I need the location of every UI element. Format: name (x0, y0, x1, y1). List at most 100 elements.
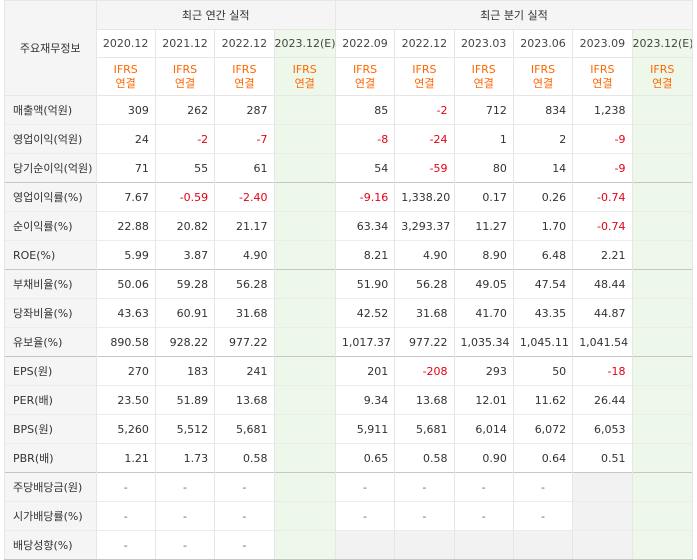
value-cell: 2 (512, 124, 574, 154)
value-cell (334, 530, 396, 560)
row-label: 유보율(%) (4, 327, 97, 357)
value-cell: 8.21 (334, 240, 396, 270)
basis-label-consolidated: 연결 (115, 76, 136, 90)
value-cell (631, 298, 694, 328)
basis-label-ifrs: IFRS (412, 62, 437, 76)
value-cell: 712 (453, 95, 514, 125)
value-cell: -18 (572, 356, 633, 386)
value-cell: 834 (512, 95, 574, 125)
value-cell (631, 124, 694, 154)
value-cell: 80 (453, 153, 514, 183)
value-cell: - (214, 530, 275, 560)
value-cell: 51.89 (154, 385, 216, 415)
value-cell: 5.99 (95, 240, 156, 270)
value-cell: 1,238 (572, 95, 633, 125)
value-cell: 287 (214, 95, 275, 125)
value-cell: - (214, 501, 275, 531)
value-cell: 24 (95, 124, 156, 154)
value-cell: 262 (154, 95, 216, 125)
quarter-basis-5: IFRS 연결 (631, 57, 694, 96)
quarter-basis-4: IFRS 연결 (572, 57, 633, 96)
value-cell: - (95, 472, 156, 502)
value-cell (273, 472, 336, 502)
value-cell (572, 501, 633, 531)
table-row: PER(배) 23.50 51.89 13.68 9.34 13.68 12.01 11.62… (4, 385, 694, 415)
value-cell: -0.59 (154, 182, 216, 212)
row-label: 주당배당금(원) (4, 472, 97, 502)
value-cell: 43.63 (95, 298, 156, 328)
value-cell: 1.70 (512, 211, 574, 241)
table-row: 순이익률(%) 22.88 20.82 21.17 63.34 3,293.37 11.27… (4, 211, 694, 241)
row-label: PBR(배) (4, 443, 97, 473)
value-cell: 928.22 (154, 327, 216, 357)
value-cell (273, 298, 336, 328)
annual-basis-2: IFRS 연결 (214, 57, 275, 96)
row-header-label: 주요재무정보 (4, 0, 97, 96)
value-cell: -2.40 (214, 182, 275, 212)
row-label: EPS(원) (4, 356, 97, 386)
value-cell: 6,053 (572, 414, 633, 444)
value-cell: 309 (95, 95, 156, 125)
value-cell (394, 530, 455, 560)
value-cell: 0.90 (453, 443, 514, 473)
basis-label-consolidated: 연결 (354, 76, 376, 90)
value-cell: - (394, 472, 455, 502)
value-cell: 6,072 (512, 414, 574, 444)
annual-period-2: 2022.12 (214, 29, 275, 58)
value-cell (273, 153, 336, 183)
quarter-period-0: 2022.09 (334, 29, 396, 58)
value-cell: 7.67 (95, 182, 156, 212)
value-cell: 50 (512, 356, 574, 386)
annual-group-header: 최근 연간 실적 (95, 0, 336, 30)
basis-label-ifrs: IFRS (172, 62, 198, 76)
value-cell: 0.64 (512, 443, 574, 473)
quarter-period-5: 2023.12(E) (631, 29, 694, 58)
table-row: 시가배당률(%) - - - - - - - (4, 501, 694, 531)
value-cell (572, 472, 633, 502)
value-cell: 5,260 (95, 414, 156, 444)
value-cell: -0.74 (572, 182, 633, 212)
basis-label-consolidated: 연결 (174, 76, 196, 90)
value-cell: -2 (154, 124, 216, 154)
value-cell: 85 (334, 95, 396, 125)
basis-label-ifrs: IFRS (352, 62, 378, 76)
basis-label-consolidated: 연결 (532, 76, 554, 90)
financial-rows: 매출액(억원) 309 262 287 85 -2 712 834 1,238 영업이익(억원) 2… (4, 95, 694, 560)
quarter-period-4: 2023.09 (572, 29, 633, 58)
value-cell (453, 530, 514, 560)
basis-label-consolidated: 연결 (592, 76, 613, 90)
value-cell: 4.90 (394, 240, 455, 270)
value-cell: 12.01 (453, 385, 514, 415)
value-cell (572, 530, 633, 560)
value-cell: 48.44 (572, 269, 633, 299)
value-cell (631, 472, 694, 502)
value-cell: 56.28 (214, 269, 275, 299)
value-cell: 63.34 (334, 211, 396, 241)
value-cell: 54 (334, 153, 396, 183)
value-cell: - (95, 501, 156, 531)
quarter-period-2: 2023.03 (453, 29, 514, 58)
value-cell: 13.68 (214, 385, 275, 415)
value-cell: -9.16 (334, 182, 396, 212)
value-cell: 60.91 (154, 298, 216, 328)
value-cell (273, 211, 336, 241)
value-cell: -9 (572, 153, 633, 183)
value-cell: 0.58 (214, 443, 275, 473)
table-row: ROE(%) 5.99 3.87 4.90 8.21 4.90 8.90 6.48 2.21 (4, 240, 694, 270)
table-row: 배당성향(%) - - - (4, 530, 694, 560)
basis-label-ifrs: IFRS (292, 62, 317, 76)
table-row: 매출액(억원) 309 262 287 85 -2 712 834 1,238 (4, 95, 694, 125)
value-cell: 13.68 (394, 385, 455, 415)
value-cell: 42.52 (334, 298, 396, 328)
basis-label-ifrs: IFRS (113, 62, 138, 76)
value-cell: 49.05 (453, 269, 514, 299)
value-cell: 59.28 (154, 269, 216, 299)
value-cell (273, 530, 336, 560)
row-label: 영업이익(억원) (4, 124, 97, 154)
table-row: 당기순이익(억원) 71 55 61 54 -59 80 14 -9 (4, 153, 694, 183)
basis-label-consolidated: 연결 (294, 76, 315, 90)
value-cell: 55 (154, 153, 216, 183)
row-label: BPS(원) (4, 414, 97, 444)
value-cell: -8 (334, 124, 396, 154)
value-cell: 293 (453, 356, 514, 386)
